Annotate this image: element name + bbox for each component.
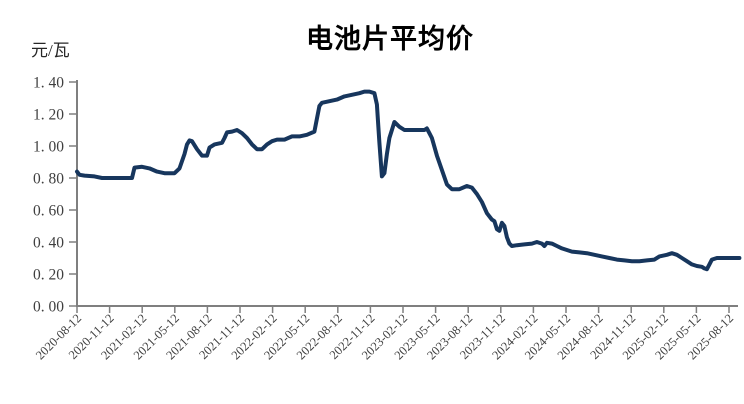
y-tick-label: 1. 40 bbox=[33, 75, 64, 92]
y-tick-label: 0. 40 bbox=[33, 235, 64, 252]
y-tick-label: 1. 20 bbox=[33, 107, 64, 124]
y-tick-label: 1. 00 bbox=[33, 139, 64, 156]
y-tick-label: 0. 80 bbox=[33, 171, 64, 188]
chart-title: 电池片平均价 bbox=[306, 24, 474, 54]
y-tick-label: 0. 00 bbox=[33, 299, 64, 316]
price-line-series bbox=[75, 89, 742, 272]
y-tick-label: 0. 60 bbox=[33, 203, 64, 220]
y-tick-label: 0. 20 bbox=[33, 267, 64, 284]
y-axis-unit-label: 元/瓦 bbox=[31, 41, 70, 60]
